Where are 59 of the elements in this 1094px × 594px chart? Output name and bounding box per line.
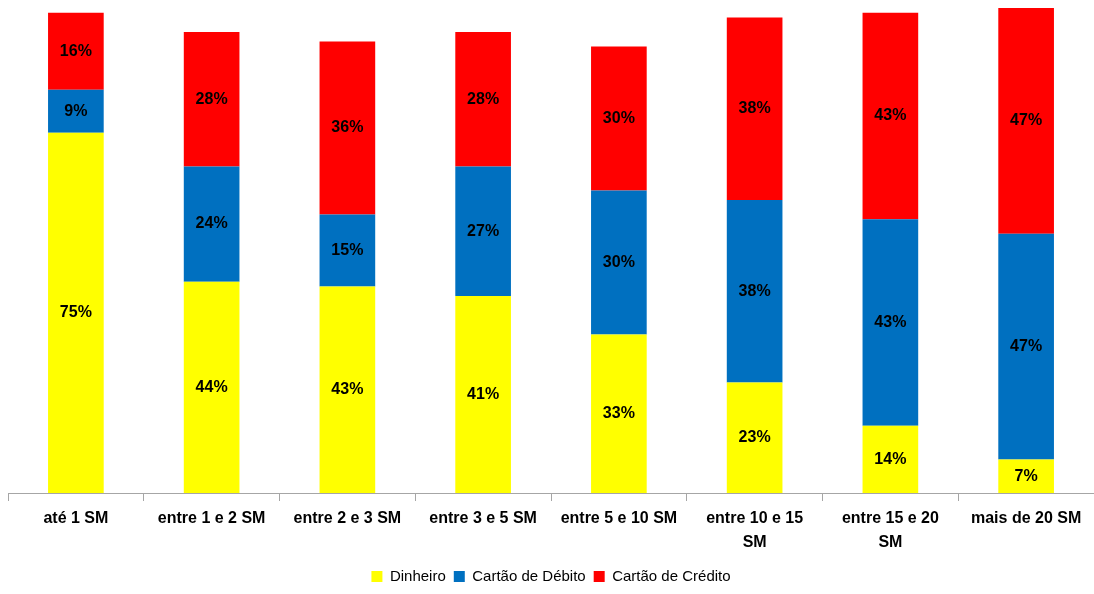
bar bbox=[591, 190, 647, 335]
data-label: 28% bbox=[467, 89, 500, 107]
bar bbox=[726, 200, 783, 383]
x-tick-label: entre 3 e 5 SM bbox=[429, 509, 537, 527]
bar bbox=[319, 214, 376, 287]
x-tick-label: até 1 SM bbox=[43, 509, 109, 527]
bar bbox=[862, 219, 919, 426]
data-label: 43% bbox=[331, 380, 364, 398]
bar bbox=[319, 41, 376, 215]
bar bbox=[998, 233, 1054, 460]
x-tick-label: entre 15 e 20 SM bbox=[841, 509, 939, 551]
data-label: 47% bbox=[1010, 111, 1043, 129]
data-label: 9% bbox=[64, 101, 88, 119]
bar bbox=[455, 166, 511, 297]
x-tick-label: entre 5 e 10 SM bbox=[560, 509, 678, 527]
x-tick-label: entre 2 e 3 SM bbox=[293, 509, 402, 527]
bar bbox=[183, 281, 240, 493]
legend-label: Cartão de Débito bbox=[472, 566, 586, 584]
data-label: 43% bbox=[874, 106, 907, 124]
bar bbox=[183, 166, 240, 282]
bar bbox=[862, 12, 919, 220]
x-tick-label: entre 1 e 2 SM bbox=[157, 509, 266, 527]
bar bbox=[726, 382, 783, 493]
data-label: 36% bbox=[331, 118, 364, 136]
bar bbox=[591, 334, 647, 493]
data-label: 28% bbox=[195, 89, 228, 107]
data-label: 7% bbox=[1014, 466, 1038, 484]
data-label: 23% bbox=[738, 428, 771, 446]
data-label: 16% bbox=[59, 41, 92, 59]
legend-label: Dinheiro bbox=[389, 566, 446, 584]
bar bbox=[48, 12, 104, 90]
bar bbox=[591, 46, 647, 191]
bar bbox=[998, 459, 1054, 493]
data-label: 38% bbox=[738, 99, 771, 117]
x-tick-label: entre 10 e 15 SM bbox=[706, 509, 804, 551]
bar bbox=[319, 286, 376, 493]
bar bbox=[183, 32, 240, 167]
data-label: 47% bbox=[1010, 336, 1043, 354]
data-label: 14% bbox=[874, 449, 907, 467]
bar bbox=[726, 17, 783, 201]
x-tick-label: mais de 20 SM bbox=[970, 509, 1082, 527]
bar bbox=[862, 425, 919, 493]
data-label: 30% bbox=[602, 252, 635, 270]
data-label: 44% bbox=[195, 377, 228, 395]
data-label: 30% bbox=[602, 108, 635, 126]
data-label: 15% bbox=[331, 240, 364, 258]
bar bbox=[998, 8, 1054, 234]
data-label: 33% bbox=[602, 404, 635, 422]
data-label: 43% bbox=[874, 312, 907, 330]
data-label: 24% bbox=[195, 214, 228, 232]
data-label: 38% bbox=[738, 281, 771, 299]
bar bbox=[455, 296, 511, 493]
bar bbox=[48, 89, 104, 133]
legend-label: Cartão de Crédito bbox=[612, 566, 731, 584]
data-label: 75% bbox=[59, 303, 92, 321]
bar bbox=[48, 132, 104, 493]
data-label: 27% bbox=[467, 221, 500, 239]
data-label: 41% bbox=[467, 384, 500, 402]
bar bbox=[455, 32, 511, 167]
